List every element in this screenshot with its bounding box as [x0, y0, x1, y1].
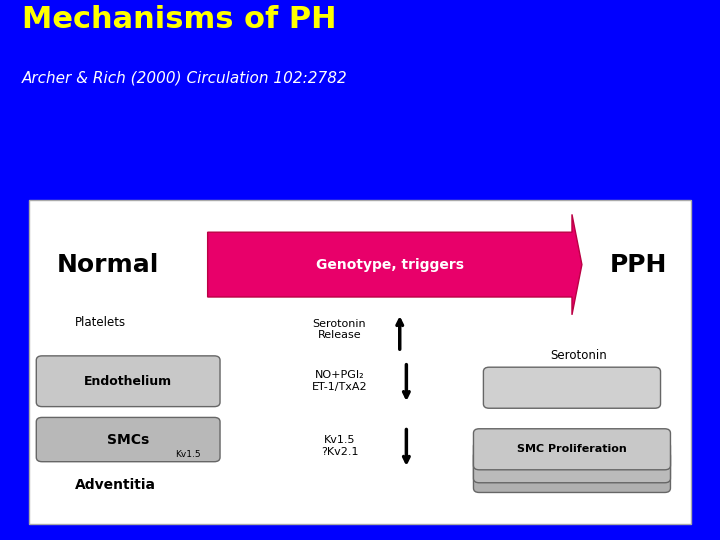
- Text: Adventitia: Adventitia: [75, 478, 156, 492]
- Text: Kv1.5
?Kv2.1: Kv1.5 ?Kv2.1: [321, 435, 359, 457]
- Text: Mechanisms of PH: Mechanisms of PH: [22, 5, 336, 35]
- Text: NO+PGI₂
ET-1/TxA2: NO+PGI₂ ET-1/TxA2: [312, 370, 367, 392]
- Text: Genotype, triggers: Genotype, triggers: [316, 258, 464, 272]
- FancyBboxPatch shape: [483, 367, 660, 408]
- Text: Serotonin: Serotonin: [550, 349, 607, 362]
- Text: Archer & Rich (2000) Circulation 102:2782: Archer & Rich (2000) Circulation 102:278…: [22, 70, 347, 85]
- FancyBboxPatch shape: [36, 417, 220, 462]
- Text: Serotonin
Release: Serotonin Release: [312, 319, 366, 340]
- Text: PPH: PPH: [610, 253, 667, 276]
- Text: SMCs: SMCs: [107, 433, 149, 447]
- Text: Platelets: Platelets: [75, 316, 126, 329]
- FancyBboxPatch shape: [474, 429, 670, 470]
- FancyBboxPatch shape: [29, 200, 691, 524]
- Text: Kv1.5: Kv1.5: [175, 450, 201, 458]
- FancyBboxPatch shape: [36, 356, 220, 407]
- Polygon shape: [207, 214, 582, 315]
- FancyBboxPatch shape: [474, 442, 670, 483]
- Text: Normal: Normal: [57, 253, 159, 276]
- Text: Endothelium: Endothelium: [84, 375, 172, 388]
- Text: SMC Proliferation: SMC Proliferation: [517, 444, 627, 454]
- FancyBboxPatch shape: [474, 451, 670, 492]
